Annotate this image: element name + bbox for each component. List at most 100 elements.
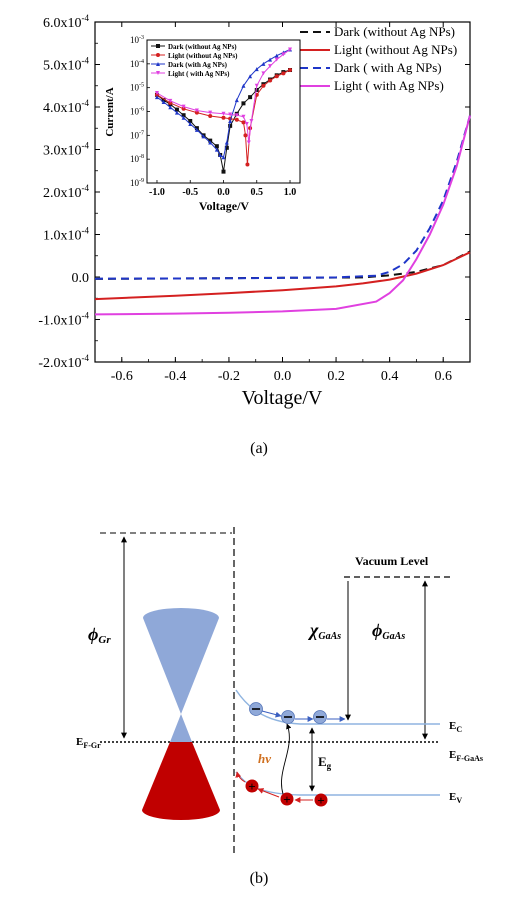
hole-drift-arrow — [235, 771, 246, 783]
graphene-upper-cone — [143, 608, 219, 714]
data-point — [181, 113, 186, 118]
data-point — [224, 140, 229, 145]
panel-b-band-diagram: Vacuum Level ϕGr χGaAs ϕGaAs Eg — [76, 527, 483, 887]
inset-x-tick-label: -1.0 — [149, 187, 165, 198]
data-point — [214, 147, 219, 152]
x-tick-label: 0.4 — [381, 369, 399, 384]
legend-label: Dark (without Ag NPs) — [334, 24, 455, 39]
data-point — [224, 145, 229, 150]
data-point — [194, 108, 199, 113]
caption-a: (a) — [250, 440, 268, 457]
data-point — [156, 53, 160, 57]
data-point — [268, 57, 273, 62]
data-point — [288, 68, 293, 73]
data-point — [281, 52, 286, 57]
data-point — [154, 95, 159, 100]
data-point — [241, 83, 246, 88]
hv-label: hv — [258, 751, 271, 766]
hole-drift-arrow — [257, 788, 280, 798]
data-point — [254, 83, 259, 88]
y-tick-label: 6.0x10-4 — [43, 13, 89, 31]
data-point — [188, 121, 193, 126]
x-tick-label: 0.6 — [434, 369, 452, 384]
data-point — [248, 95, 253, 100]
inset-legend: Dark (without Ag NPs)Light (without Ag N… — [151, 43, 238, 78]
data-point — [214, 144, 219, 149]
data-point — [261, 71, 266, 76]
data-point — [234, 113, 239, 118]
legend-label: Light (without Ag NPs) — [334, 42, 457, 57]
x-tick-label: 0.0 — [274, 369, 292, 384]
data-point — [181, 106, 186, 111]
plus-sign: + — [283, 792, 290, 807]
inset-x-tick-label: -0.5 — [182, 187, 198, 198]
data-point — [194, 127, 199, 132]
data-point — [241, 114, 246, 119]
hole — [245, 779, 259, 793]
y-tick-label: 2.0x10-4 — [43, 183, 89, 201]
inset-x-tick-label: 1.0 — [284, 187, 297, 198]
data-point — [254, 67, 259, 72]
data-point — [261, 61, 266, 66]
inset-y-tick-label: 10-5 — [130, 83, 144, 93]
data-point — [221, 115, 226, 120]
data-point — [174, 110, 179, 115]
data-point — [234, 117, 239, 122]
data-point — [168, 100, 173, 105]
y-tick-label: 0.0 — [72, 271, 90, 286]
plus-sign: + — [317, 793, 324, 808]
y-tick-label: 4.0x10-4 — [43, 98, 89, 116]
data-point — [161, 100, 166, 105]
valence-band-label: EV — [449, 791, 462, 805]
data-point — [174, 107, 179, 112]
phi-gr-label: ϕGr — [88, 624, 111, 646]
plus-sign: + — [248, 779, 255, 794]
conduction-band-label: EC — [449, 720, 462, 734]
x-tick-label: 0.2 — [327, 369, 345, 384]
data-point — [246, 140, 251, 145]
inset-x-tick-label: 0.5 — [251, 187, 264, 198]
data-point — [156, 44, 160, 48]
inset-x-tick-label: 0.0 — [217, 187, 230, 198]
inset-x-axis: -1.0 -0.5 0.0 0.5 1.0 — [149, 180, 296, 198]
data-point — [168, 105, 173, 110]
data-point — [168, 98, 173, 103]
data-point — [201, 134, 206, 139]
inset-y-tick-label: 10-9 — [130, 178, 144, 188]
panel-a: 6.0x10-4 5.0x10-4 4.0x10-4 3.0x10-4 2.0x10-4… — [38, 13, 471, 457]
data-point — [156, 71, 160, 75]
inset-legend-label: Dark (with Ag NPs) — [168, 61, 228, 69]
hole — [280, 792, 294, 806]
inset-y-axis-label: Current/A — [104, 87, 116, 136]
data-point — [221, 155, 226, 160]
inset-y-axis: 10-3 10-4 10-5 10-6 10-7 10-8 10-9 — [130, 35, 150, 188]
inset-x-axis-label: Voltage/V — [199, 199, 250, 213]
main-legend: Dark (without Ag NPs) Light (without Ag N… — [300, 24, 457, 93]
data-point — [208, 140, 213, 145]
data-point — [245, 162, 250, 167]
fermi-graphene-label: EF-Gr — [76, 736, 101, 750]
y-tick-label: 5.0x10-4 — [43, 56, 89, 74]
data-point — [221, 169, 226, 174]
data-point — [181, 104, 186, 109]
data-point — [288, 47, 293, 52]
data-point — [274, 53, 279, 58]
data-point — [218, 152, 223, 157]
main-y-axis: 6.0x10-4 5.0x10-4 4.0x10-4 3.0x10-4 2.0x10-4… — [38, 13, 470, 371]
data-point — [268, 78, 273, 83]
data-point — [243, 133, 248, 138]
inset-legend-label: Light (without Ag NPs) — [168, 52, 238, 60]
inset-legend-label: Dark (without Ag NPs) — [168, 43, 237, 51]
bandgap-label: Eg — [318, 754, 332, 771]
data-point — [156, 62, 160, 66]
inset-y-tick-label: 10-8 — [130, 154, 144, 164]
data-point — [274, 57, 279, 62]
conduction-band — [235, 689, 440, 725]
caption-b: (b) — [250, 870, 269, 887]
data-point — [244, 121, 249, 126]
inset-legend-label: Light ( with Ag NPs) — [168, 70, 230, 78]
graphene-lower-cone — [142, 742, 220, 820]
main-x-axis-label: Voltage/V — [242, 387, 323, 409]
data-point — [194, 110, 199, 115]
data-point — [241, 101, 246, 106]
